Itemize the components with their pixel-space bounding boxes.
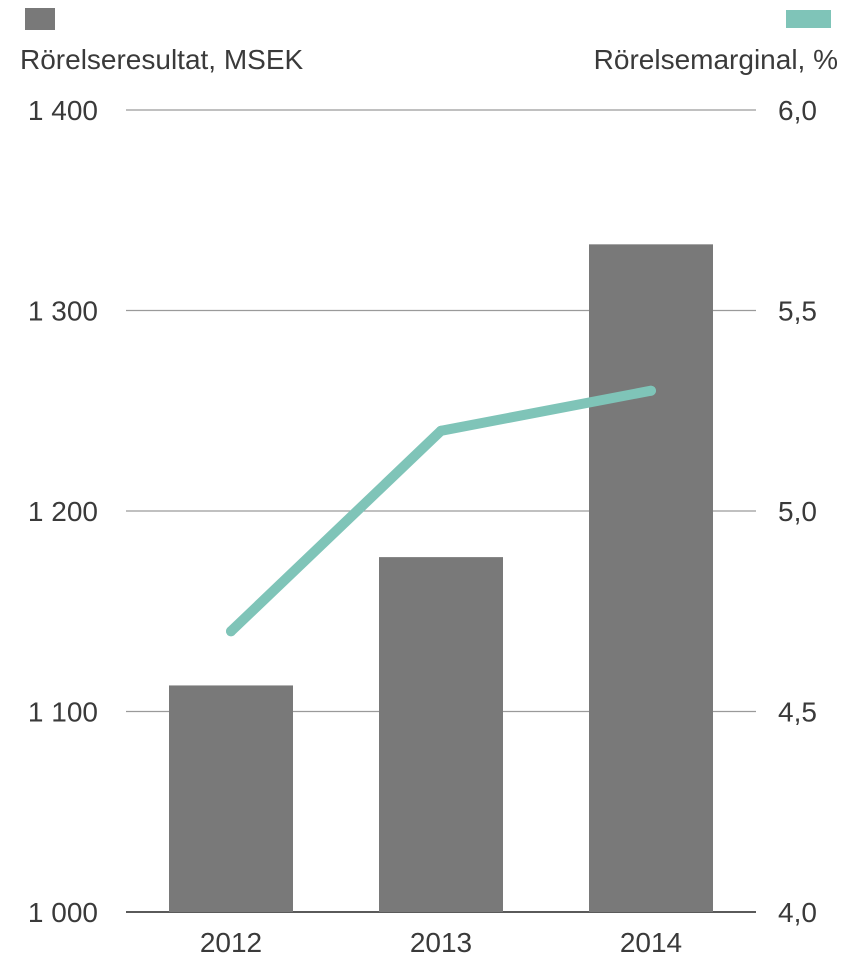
bar-series	[169, 244, 713, 912]
legend: Rörelseresultat, MSEK Rörelsemarginal, %	[20, 8, 838, 75]
legend-swatch-line	[786, 10, 831, 28]
x-axis: 2012 2013 2014	[200, 927, 682, 955]
legend-label-bar: Rörelseresultat, MSEK	[20, 44, 304, 75]
right-tick-label: 4,5	[778, 697, 817, 728]
line-series	[226, 385, 656, 637]
bar-2013	[379, 557, 503, 912]
legend-swatch-bar	[25, 8, 55, 30]
margin-point-2014	[646, 385, 656, 396]
left-tick-label: 1 300	[28, 296, 98, 327]
right-tick-label: 4,0	[778, 897, 817, 928]
left-tick-label: 1 000	[28, 897, 98, 928]
right-axis: 4,0 4,5 5,0 5,5 6,0	[778, 95, 817, 928]
x-tick-label: 2014	[620, 927, 682, 955]
left-tick-label: 1 400	[28, 95, 98, 126]
margin-point-2013	[436, 425, 446, 436]
left-tick-label: 1 100	[28, 697, 98, 728]
bar-2014	[589, 244, 713, 912]
left-axis: 1 000 1 100 1 200 1 300 1 400	[28, 95, 98, 928]
right-tick-label: 5,5	[778, 296, 817, 327]
right-tick-label: 5,0	[778, 496, 817, 527]
right-tick-label: 6,0	[778, 95, 817, 126]
left-tick-label: 1 200	[28, 496, 98, 527]
x-tick-label: 2012	[200, 927, 262, 955]
bar-2012	[169, 685, 293, 912]
legend-label-line: Rörelsemarginal, %	[594, 44, 838, 75]
margin-point-2012	[226, 626, 236, 637]
x-tick-label: 2013	[410, 927, 472, 955]
